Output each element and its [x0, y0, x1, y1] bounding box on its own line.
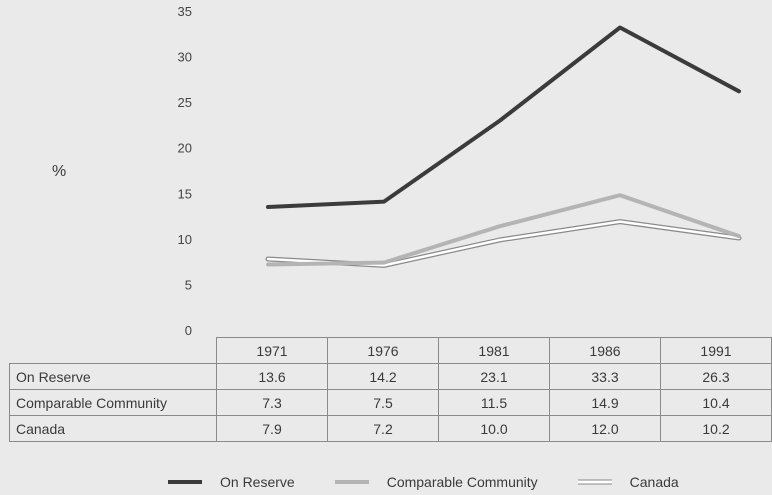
- column-header: 1986: [549, 337, 661, 364]
- legend-swatch-comparable-community: [334, 480, 369, 484]
- table-cell: 7.2: [327, 415, 439, 442]
- column-header: 1981: [438, 337, 550, 364]
- table-cell: 10.4: [660, 389, 772, 416]
- y-tick-label: 25: [178, 95, 192, 110]
- column-header: 1971: [216, 337, 328, 364]
- table-cell: 13.6: [216, 363, 328, 390]
- y-tick-label: 5: [185, 277, 192, 292]
- series-line-canada: [266, 220, 741, 267]
- table-cell: 7.3: [216, 389, 328, 416]
- table-cell: 12.0: [549, 415, 661, 442]
- y-axis-label: %: [52, 163, 67, 180]
- series-line-on-reserve: [266, 25, 741, 209]
- y-tick-label: 20: [178, 141, 192, 156]
- legend-item-comparable-community: Comparable Community: [333, 474, 538, 490]
- legend-swatch-on-reserve: [168, 480, 202, 484]
- table-cell: 26.3: [660, 363, 772, 390]
- table-row: Comparable Community 7.3 7.5 11.5 14.9 1…: [9, 389, 772, 416]
- table-row: Canada 7.9 7.2 10.0 12.0 10.2: [9, 415, 772, 442]
- y-tick-label: 0: [185, 323, 192, 338]
- legend: On Reserve Comparable Community Canada: [166, 474, 717, 490]
- row-label: Comparable Community: [9, 389, 217, 416]
- legend-item-canada: Canada: [576, 474, 679, 490]
- table-cell: 10.2: [660, 415, 772, 442]
- y-tick-label: 15: [178, 186, 192, 201]
- table-corner: [9, 337, 217, 364]
- table-row: On Reserve 13.6 14.2 23.1 33.3 26.3: [9, 363, 772, 390]
- column-header: 1976: [327, 337, 439, 364]
- y-tick-label: 35: [178, 4, 192, 19]
- table-cell: 10.0: [438, 415, 550, 442]
- row-label: Canada: [9, 415, 217, 442]
- table-cell: 23.1: [438, 363, 550, 390]
- legend-label: Comparable Community: [386, 474, 538, 490]
- series-line-comparable-community: [266, 193, 741, 267]
- y-axis-ticks: 0 5 10 15 20 25 30 35: [178, 4, 192, 338]
- table-cell: 7.5: [327, 389, 439, 416]
- table-cell: 7.9: [216, 415, 328, 442]
- line-chart: 0 5 10 15 20 25 30 35: [178, 4, 742, 338]
- table-cell: 14.2: [327, 363, 439, 390]
- table-cell: 11.5: [438, 389, 550, 416]
- y-tick-label: 30: [178, 50, 192, 65]
- data-table: 1971 1976 1981 1986 1991 On Reserve 13.6…: [9, 337, 772, 442]
- table-cell: 33.3: [549, 363, 661, 390]
- series-lines: [265, 25, 742, 268]
- legend-label: Canada: [629, 474, 679, 490]
- table-header-row: 1971 1976 1981 1986 1991: [9, 337, 772, 364]
- legend-label: On Reserve: [220, 474, 295, 490]
- y-tick-label: 10: [178, 232, 192, 247]
- table-cell: 14.9: [549, 389, 661, 416]
- legend-swatch-canada: [577, 479, 612, 485]
- legend-item-on-reserve: On Reserve: [166, 474, 295, 490]
- row-label: On Reserve: [9, 363, 217, 390]
- column-header: 1991: [660, 337, 772, 364]
